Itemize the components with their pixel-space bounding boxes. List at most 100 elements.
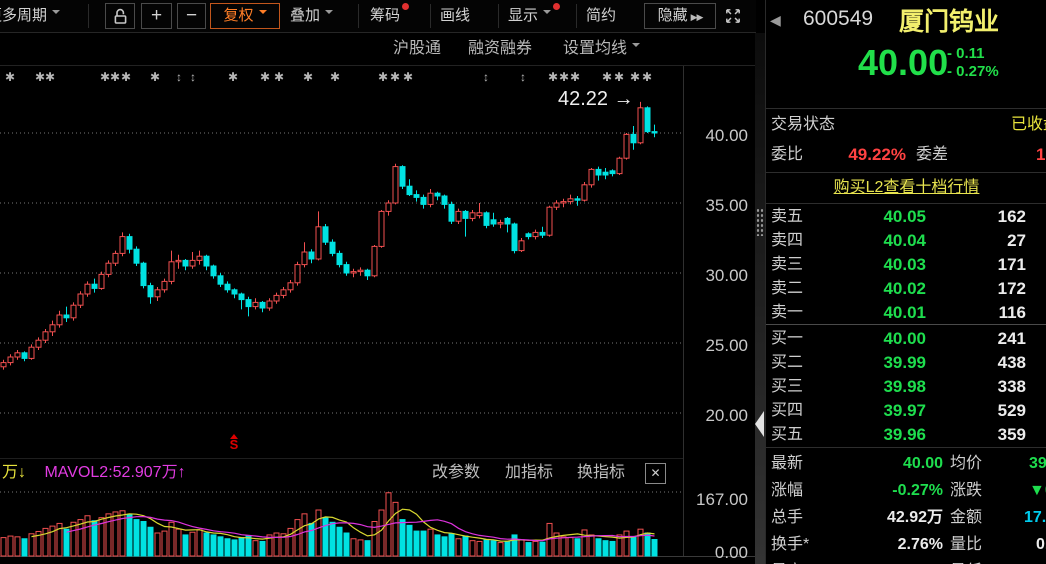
book-row[interactable]: 卖四 40.04 27	[766, 229, 1046, 253]
ex-rights-star-icon[interactable]: ✱	[100, 70, 111, 84]
ex-rights-updown-icon[interactable]: ↕	[176, 70, 182, 84]
ex-rights-star-icon[interactable]: ✱	[390, 70, 401, 84]
book-row[interactable]: 卖一 40.01 116	[766, 301, 1046, 325]
ex-rights-star-icon[interactable]: ✱	[602, 70, 613, 84]
chevron-down-icon	[543, 10, 552, 18]
ex-rights-star-icon[interactable]: ✱	[614, 70, 625, 84]
ex-rights-star-icon[interactable]: ✱	[570, 70, 581, 84]
draw-line-button[interactable]: 画线	[440, 7, 471, 24]
book-quantity: 359	[997, 425, 1026, 444]
collapse-arrow-icon[interactable]	[755, 411, 764, 437]
back-arrow-icon[interactable]: ◀	[770, 12, 781, 28]
book-price[interactable]: 39.99	[883, 353, 926, 372]
ex-rights-star-icon[interactable]: ✱	[260, 70, 271, 84]
book-quantity: 438	[997, 353, 1026, 372]
book-level-label: 买二	[771, 354, 804, 371]
book-row[interactable]: 卖五 40.05 162	[766, 205, 1046, 229]
fullscreen-button[interactable]	[724, 5, 742, 37]
book-row[interactable]: 买四 39.97 529	[766, 399, 1046, 423]
ex-rights-star-icon[interactable]: ✱	[228, 70, 239, 84]
overlay-dropdown[interactable]: 叠加	[290, 0, 334, 32]
ex-dividend-marker[interactable]: S	[227, 434, 241, 451]
book-level-label: 卖四	[771, 232, 804, 249]
ex-rights-star-icon[interactable]: ✱	[548, 70, 559, 84]
stat-value: 0.86	[1036, 536, 1046, 553]
simple-mode-button[interactable]: 简约	[586, 7, 617, 24]
book-row[interactable]: 卖二 40.02 172	[766, 277, 1046, 301]
candlestick-chart[interactable]	[0, 33, 755, 564]
book-price[interactable]: 39.98	[883, 377, 926, 396]
splitter-grip[interactable]	[756, 208, 764, 236]
book-price[interactable]: 39.97	[883, 401, 926, 420]
book-price[interactable]: 40.05	[883, 207, 926, 226]
ex-rights-updown-icon[interactable]: ↕	[190, 70, 196, 84]
ex-rights-star-icon[interactable]: ✱	[630, 70, 641, 84]
stat-label: 涨跌	[950, 482, 983, 499]
period-dropdown[interactable]: 更多周期	[0, 0, 86, 32]
book-row[interactable]: 卖三 40.03 171	[766, 253, 1046, 277]
chevron-down-icon	[632, 43, 641, 51]
chips-button[interactable]: 筹码	[370, 0, 410, 32]
chevron-down-icon	[52, 10, 61, 18]
ma-settings-dropdown[interactable]: 设置均线	[563, 37, 641, 61]
book-level-label: 买三	[771, 378, 804, 395]
l2-purchase-link[interactable]: 购买L2查看十档行情	[833, 179, 980, 196]
close-indicator-button[interactable]: ✕	[645, 463, 666, 484]
ex-rights-updown-icon[interactable]: ↕	[483, 70, 489, 84]
notification-dot-icon	[553, 3, 561, 10]
ex-rights-star-icon[interactable]: ✱	[559, 70, 570, 84]
ex-rights-star-icon[interactable]: ✱	[45, 70, 56, 84]
zoom-out-button[interactable]: −	[177, 3, 206, 29]
expand-arrows-icon	[726, 9, 740, 23]
divider	[766, 203, 1046, 204]
ex-rights-star-icon[interactable]: ✱	[150, 70, 161, 84]
book-price[interactable]: 40.01	[883, 303, 926, 322]
switch-indicator-button[interactable]: 换指标	[577, 464, 626, 481]
fuquan-dropdown[interactable]: 复权	[210, 3, 280, 29]
stat-value: -0.27%	[892, 482, 943, 499]
book-price[interactable]: 39.96	[883, 425, 926, 444]
ex-rights-star-icon[interactable]: ✱	[121, 70, 132, 84]
ex-rights-star-icon[interactable]: ✱	[274, 70, 285, 84]
book-price[interactable]: 40.04	[883, 231, 926, 250]
trade-status-value: 已收盘	[1011, 116, 1046, 133]
ex-rights-star-icon[interactable]: ✱	[403, 70, 414, 84]
ex-rights-star-icon[interactable]: ✱	[110, 70, 121, 84]
stat-value: 40.65	[821, 558, 943, 564]
book-row[interactable]: 买一 40.00 241	[766, 327, 1046, 351]
book-row[interactable]: 买三 39.98 338	[766, 375, 1046, 399]
ex-rights-star-icon[interactable]: ✱	[330, 70, 341, 84]
divider	[88, 4, 89, 28]
ex-rights-star-icon[interactable]: ✱	[35, 70, 46, 84]
zoom-in-button[interactable]: +	[141, 3, 172, 29]
hugutong-tag[interactable]: 沪股通	[393, 40, 442, 57]
book-quantity: 116	[998, 303, 1026, 322]
stat-row: 涨幅 -0.27% 涨跌 ▼0.11	[766, 477, 1046, 504]
lock-button[interactable]	[105, 3, 135, 29]
panel-splitter[interactable]	[755, 33, 765, 564]
stat-value: 39.66	[1034, 558, 1046, 564]
book-price[interactable]: 40.00	[883, 329, 926, 348]
book-row[interactable]: 买二 39.99 438	[766, 351, 1046, 375]
stat-label: 涨幅	[771, 482, 804, 499]
ex-rights-star-icon[interactable]: ✱	[303, 70, 314, 84]
hide-panel-button[interactable]: 隐藏 ▶▶	[644, 3, 716, 29]
ex-rights-star-icon[interactable]: ✱	[642, 70, 653, 84]
price-axis-tick: 35.00	[705, 196, 748, 215]
stat-label: 总手	[771, 509, 804, 526]
book-row[interactable]: 买五 39.96 359	[766, 423, 1046, 447]
book-price[interactable]: 40.03	[883, 255, 926, 274]
margin-trading-tag[interactable]: 融资融券	[468, 40, 533, 57]
edit-params-button[interactable]: 改参数	[432, 464, 481, 481]
book-level-label: 卖五	[771, 208, 804, 225]
ex-rights-updown-icon[interactable]: ↕	[520, 70, 526, 84]
ex-rights-star-icon[interactable]: ✱	[5, 70, 16, 84]
ex-rights-star-icon[interactable]: ✱	[378, 70, 389, 84]
stat-row: 换手* 2.76% 量比 0.86	[766, 531, 1046, 558]
add-indicator-button[interactable]: 加指标	[505, 464, 554, 481]
stat-label: 最低	[950, 558, 982, 564]
display-dropdown[interactable]: 显示	[508, 0, 561, 32]
book-price[interactable]: 40.02	[883, 279, 926, 298]
volume-legend: 万↓ MAVOL2:52.907万↑	[2, 464, 186, 481]
